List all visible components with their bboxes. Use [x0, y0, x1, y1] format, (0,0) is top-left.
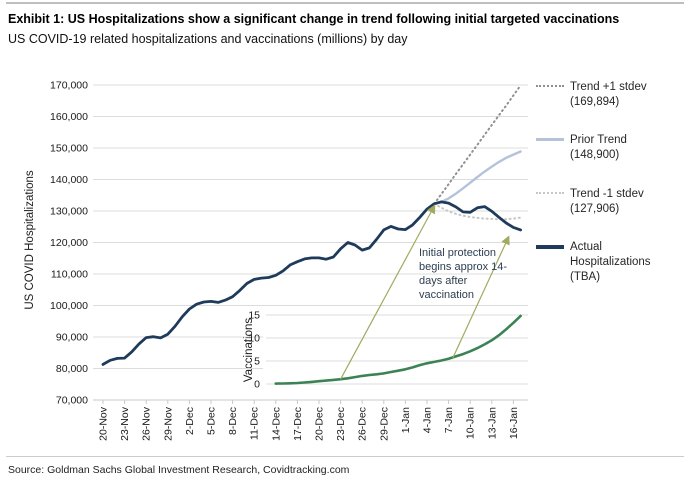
legend-swatch-dotted-dark [536, 85, 564, 87]
y-tick-label: 160,000 [50, 111, 88, 123]
inset-tick-label: 10 [248, 333, 260, 345]
x-tick-label: 11-Dec [249, 407, 261, 440]
annotation-arrow-1 [340, 204, 436, 380]
y-tick-label: 130,000 [50, 206, 88, 218]
x-tick-label: 13-Jan [486, 407, 498, 439]
legend-item: Trend -1 stdev (127,906) [536, 187, 690, 216]
x-tick-label: 23-Dec [335, 407, 347, 441]
x-tick-label: 20-Nov [98, 406, 110, 441]
x-tick-label: 29-Dec [378, 407, 390, 441]
x-tick-label: 10-Jan [465, 407, 477, 439]
y-tick-label: 80,000 [56, 363, 88, 375]
series-actual-hospitalizations-tba [101, 200, 522, 366]
legend-swatch-solid-light [536, 138, 564, 142]
top-rule [6, 2, 684, 4]
legend-swatch-solid-navy [536, 245, 564, 250]
legend-label: Trend +1 stdev (169,894) [570, 81, 647, 108]
inset-tick-label: 5 [254, 356, 260, 368]
x-tick-label: 8-Dec [227, 407, 239, 435]
legend-item: Actual Hospitalizations (TBA) [536, 240, 690, 284]
x-tick-label: 23-Nov [119, 406, 131, 441]
x-tick-label: 4-Jan [422, 407, 434, 433]
inset-tick-label: 0 [254, 379, 260, 391]
chart-plot: 70,000 80,000 90,000 100,000 110,000 120,000 1… [50, 80, 528, 441]
y-tick-label: 120,000 [50, 237, 88, 249]
legend-swatch-dotted-light [536, 191, 564, 194]
y-tick-label: 150,000 [50, 143, 88, 155]
annotation-text: Initial protection begins approx 14-days… [419, 247, 508, 301]
legend: Trend +1 stdev (169,894) Prior Trend (148,9… [536, 80, 690, 308]
x-tick-label: 17-Dec [292, 407, 304, 441]
y-tick-label: 90,000 [56, 332, 88, 344]
x-tick-label: 29-Nov [162, 406, 174, 441]
x-tick-label: 16-Jan [508, 407, 520, 439]
legend-item: Prior Trend (148,900) [536, 133, 690, 162]
y-tick-label: 140,000 [50, 174, 88, 186]
x-tick-label: 26-Dec [357, 407, 369, 441]
x-tick-label: 1-Jan [400, 407, 412, 433]
x-tick-label: 2-Dec [184, 407, 196, 435]
x-tick-label: 7-Jan [443, 407, 455, 433]
legend-item: Trend +1 stdev (169,894) [536, 80, 690, 109]
series-trend-1-stdev-169-894 [433, 84, 522, 205]
x-tick-label: 5-Dec [206, 407, 218, 435]
series-prior-trend-148-900 [433, 150, 522, 206]
y-tick-label: 170,000 [50, 80, 88, 92]
legend-label: Actual Hospitalizations (TBA) [570, 241, 651, 283]
y-tick-label: 70,000 [56, 395, 88, 407]
page-subtitle: US COVID-19 related hospitalizations and… [8, 32, 408, 46]
legend-label: Prior Trend (148,900) [570, 134, 627, 162]
page-title: Exhibit 1: US Hospitalizations show a si… [8, 12, 620, 26]
source-text: Source: Goldman Sachs Global Investment … [8, 464, 350, 476]
bottom-rule [6, 456, 684, 457]
y-tick-label: 100,000 [50, 300, 88, 312]
x-tick-label: 26-Nov [141, 406, 153, 441]
x-tick-label: 14-Dec [270, 407, 282, 441]
legend-label: Trend -1 stdev (127,906) [570, 187, 644, 215]
annotation-arrow-2 [452, 235, 510, 359]
y-tick-label: 110,000 [51, 269, 88, 281]
inset-tick-label: 15 [248, 310, 260, 322]
series-trend-1-stdev-127-906 [433, 202, 522, 221]
x-tick-label: 20-Dec [314, 407, 326, 441]
series-vaccinations [274, 314, 522, 385]
